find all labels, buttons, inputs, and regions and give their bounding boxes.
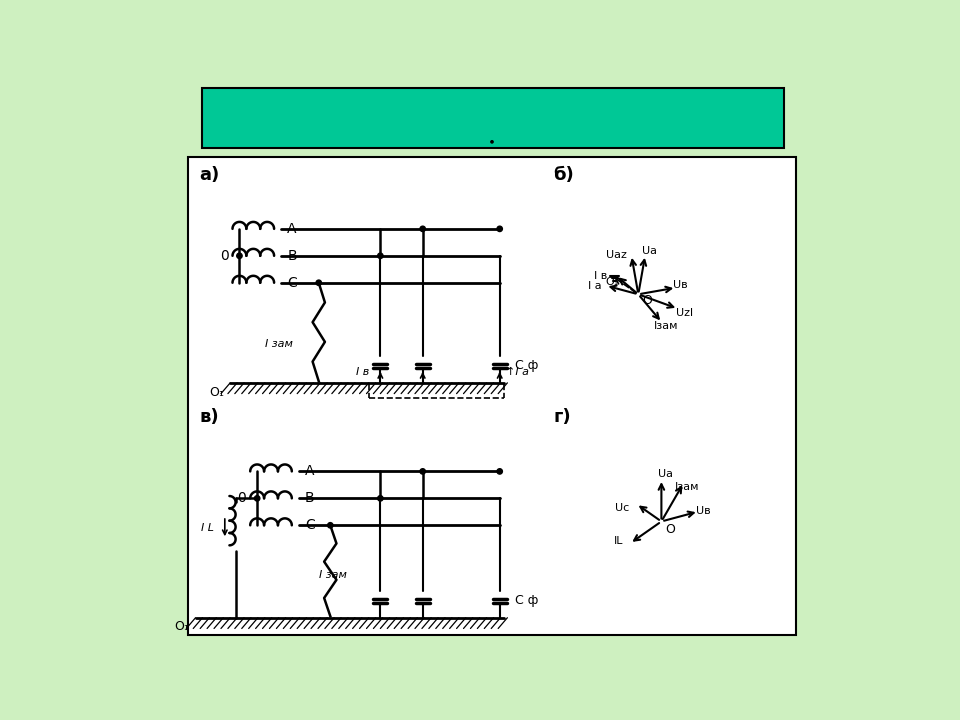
Text: A: A — [287, 222, 297, 236]
Bar — [202, 88, 783, 148]
Text: A: A — [305, 464, 314, 478]
Circle shape — [420, 226, 425, 232]
Text: Iзам: Iзам — [654, 321, 678, 331]
Text: г): г) — [554, 408, 571, 426]
Text: Ua: Ua — [641, 246, 657, 256]
Text: ↑I a: ↑I a — [506, 367, 529, 377]
Text: I в: I в — [356, 367, 370, 377]
Text: B: B — [305, 491, 315, 505]
Text: I a: I a — [588, 281, 602, 291]
Text: Uв: Uв — [673, 280, 687, 290]
Text: Uzl: Uzl — [676, 307, 693, 318]
Text: Uc: Uc — [615, 503, 630, 513]
Circle shape — [497, 469, 502, 474]
Text: Iзам: Iзам — [675, 482, 700, 492]
Text: а): а) — [200, 166, 220, 184]
Circle shape — [497, 226, 502, 232]
Text: 0: 0 — [238, 491, 247, 505]
Text: Uaz: Uaz — [606, 250, 626, 260]
Text: C: C — [287, 276, 297, 289]
Text: O₁: O₁ — [175, 621, 189, 634]
Text: O₁: O₁ — [209, 386, 224, 399]
Text: O: O — [665, 523, 676, 536]
Text: O: O — [642, 294, 653, 307]
Circle shape — [327, 523, 333, 528]
Text: б): б) — [554, 166, 574, 184]
Circle shape — [377, 495, 383, 501]
Bar — [188, 157, 796, 634]
Circle shape — [420, 469, 425, 474]
Text: I зам: I зам — [319, 570, 347, 580]
Text: B: B — [287, 249, 297, 263]
Text: в): в) — [200, 408, 219, 426]
Text: IL: IL — [614, 536, 624, 546]
Text: Ua: Ua — [658, 469, 673, 480]
Circle shape — [491, 140, 493, 143]
Text: I L: I L — [201, 523, 214, 533]
Text: I в: I в — [594, 271, 608, 281]
Circle shape — [237, 253, 242, 258]
Circle shape — [377, 253, 383, 258]
Text: C ф: C ф — [516, 359, 539, 372]
Circle shape — [316, 280, 322, 285]
Text: C: C — [305, 518, 315, 532]
Text: Uв: Uв — [696, 506, 710, 516]
Text: I зам: I зам — [265, 339, 293, 349]
Text: 0: 0 — [220, 249, 228, 263]
Text: C ф: C ф — [516, 594, 539, 607]
Circle shape — [254, 495, 260, 501]
Text: O₁: O₁ — [606, 276, 618, 287]
